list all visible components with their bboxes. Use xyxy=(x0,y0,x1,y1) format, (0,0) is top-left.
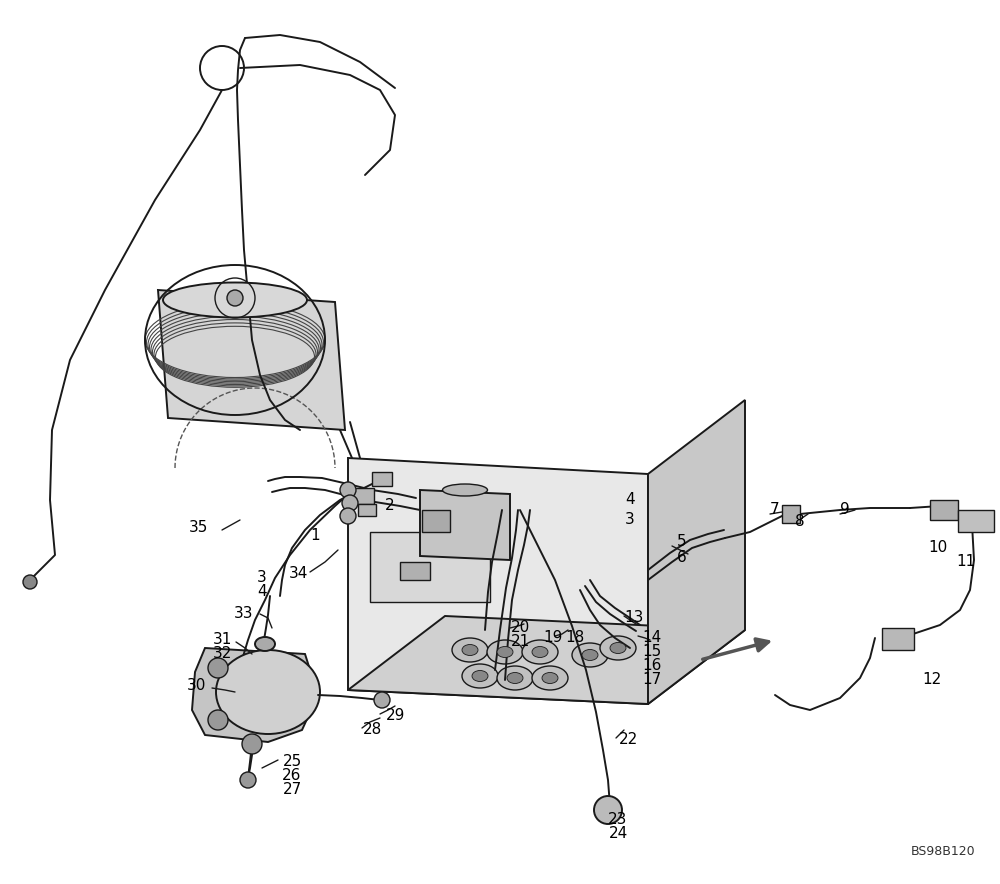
Ellipse shape xyxy=(572,643,608,667)
Text: 3: 3 xyxy=(257,570,267,585)
Ellipse shape xyxy=(497,666,533,690)
Text: 28: 28 xyxy=(362,722,382,737)
Text: 35: 35 xyxy=(188,521,208,536)
Polygon shape xyxy=(348,616,745,704)
Circle shape xyxy=(23,575,37,589)
Bar xyxy=(352,488,374,504)
Text: 1: 1 xyxy=(310,528,320,543)
Text: 4: 4 xyxy=(257,584,267,599)
Text: 20: 20 xyxy=(510,621,530,636)
Polygon shape xyxy=(648,400,745,704)
Text: 21: 21 xyxy=(510,635,530,650)
Text: 16: 16 xyxy=(642,659,662,674)
Text: 11: 11 xyxy=(956,554,976,569)
Text: 6: 6 xyxy=(677,551,687,566)
Ellipse shape xyxy=(582,650,598,660)
Text: 13: 13 xyxy=(624,611,644,626)
Text: 23: 23 xyxy=(608,812,628,827)
Text: 8: 8 xyxy=(795,514,805,530)
Bar xyxy=(958,510,994,532)
Text: 17: 17 xyxy=(642,673,662,688)
Text: 7: 7 xyxy=(770,502,780,517)
Ellipse shape xyxy=(462,664,498,688)
Ellipse shape xyxy=(507,673,523,683)
Circle shape xyxy=(340,508,356,524)
Text: 3: 3 xyxy=(625,513,635,528)
Text: 9: 9 xyxy=(840,502,850,517)
Circle shape xyxy=(208,710,228,730)
Text: 32: 32 xyxy=(212,646,232,661)
Text: 31: 31 xyxy=(212,632,232,647)
Polygon shape xyxy=(420,490,510,560)
Ellipse shape xyxy=(452,638,488,662)
Text: 10: 10 xyxy=(928,540,948,555)
Ellipse shape xyxy=(487,640,523,664)
Circle shape xyxy=(208,658,228,678)
Text: 30: 30 xyxy=(186,679,206,694)
Circle shape xyxy=(227,290,243,306)
Bar xyxy=(400,562,430,580)
Circle shape xyxy=(242,734,262,754)
Ellipse shape xyxy=(542,673,558,683)
Text: 22: 22 xyxy=(618,733,638,748)
Text: BS98B120: BS98B120 xyxy=(910,845,975,858)
Bar xyxy=(930,500,958,520)
Ellipse shape xyxy=(532,646,548,658)
Text: 33: 33 xyxy=(234,606,254,621)
Text: 15: 15 xyxy=(642,644,662,659)
Ellipse shape xyxy=(610,643,626,653)
Circle shape xyxy=(594,796,622,824)
Text: 18: 18 xyxy=(565,630,585,645)
Text: 5: 5 xyxy=(677,535,687,550)
Ellipse shape xyxy=(522,640,558,664)
Text: 29: 29 xyxy=(386,708,406,723)
Text: 25: 25 xyxy=(282,755,302,769)
Bar xyxy=(422,510,450,532)
Bar xyxy=(782,505,800,523)
Polygon shape xyxy=(192,648,318,742)
Circle shape xyxy=(374,692,390,708)
Bar xyxy=(372,472,392,486)
Circle shape xyxy=(240,772,256,788)
Text: 24: 24 xyxy=(608,827,628,842)
Text: 4: 4 xyxy=(625,492,635,507)
Text: 12: 12 xyxy=(922,673,942,688)
Ellipse shape xyxy=(472,670,488,682)
Circle shape xyxy=(342,495,358,511)
Ellipse shape xyxy=(600,636,636,660)
Circle shape xyxy=(340,482,356,498)
Ellipse shape xyxy=(163,283,307,317)
Text: 27: 27 xyxy=(282,782,302,797)
Text: 34: 34 xyxy=(288,567,308,582)
Ellipse shape xyxy=(255,637,275,651)
Ellipse shape xyxy=(442,484,488,496)
Ellipse shape xyxy=(532,666,568,690)
Polygon shape xyxy=(348,458,648,704)
Text: 14: 14 xyxy=(642,630,662,645)
Ellipse shape xyxy=(497,646,513,658)
Bar xyxy=(358,504,376,516)
Polygon shape xyxy=(158,290,345,430)
Ellipse shape xyxy=(216,650,320,734)
Text: 26: 26 xyxy=(282,768,302,783)
Text: 2: 2 xyxy=(385,498,395,513)
Ellipse shape xyxy=(462,644,478,656)
Bar xyxy=(370,532,490,602)
Bar xyxy=(882,628,914,650)
Text: 19: 19 xyxy=(543,630,563,645)
